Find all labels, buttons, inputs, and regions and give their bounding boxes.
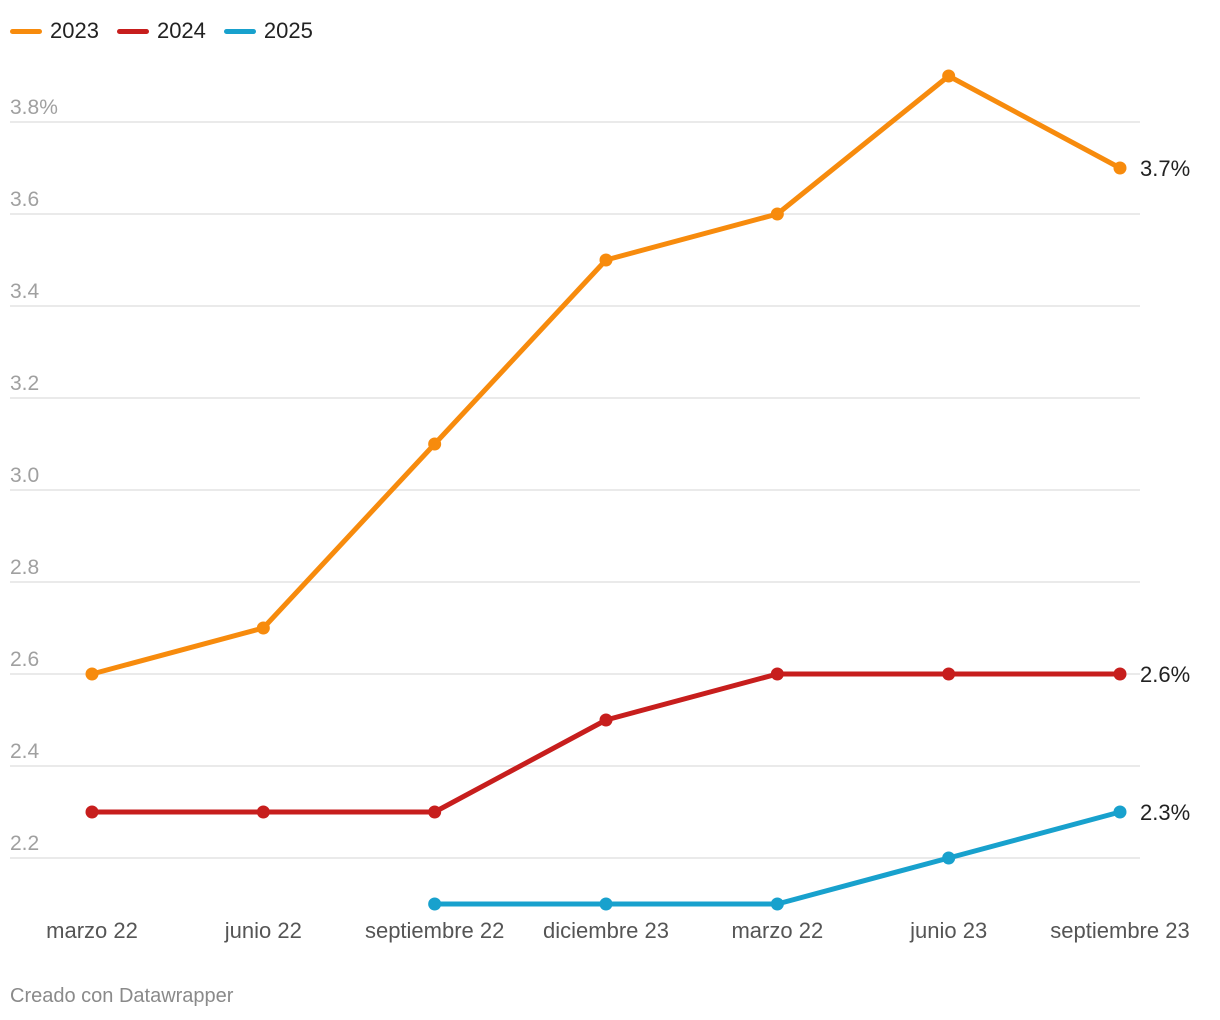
data-point-2024-0[interactable] [85,805,99,819]
data-point-2025-3[interactable] [599,897,613,911]
y-tick-label-1: 2.4 [10,740,40,763]
y-tick-label-5: 3.2 [10,372,39,395]
end-label-2025: 2.3% [1140,800,1190,825]
legend-swatch-2025 [223,28,256,34]
series-line-2023 [89,73,1123,677]
data-point-2024-6[interactable] [1113,667,1127,681]
y-tick-label-8: 3.8% [10,96,58,119]
data-point-2023-4[interactable] [770,207,784,221]
x-tick-label-5: junio 23 [909,918,987,943]
x-tick-label-1: junio 22 [224,918,302,943]
data-point-2024-5[interactable] [942,667,956,681]
data-point-2024-2[interactable] [428,805,442,819]
legend-item-2023[interactable]: 2023 [10,18,99,44]
y-tick-label-4: 3.0 [10,464,39,487]
chart-credit[interactable]: Creado con Datawrapper [10,985,234,1007]
data-point-2023-0[interactable] [85,667,99,681]
data-point-2025-4[interactable] [770,897,784,911]
data-point-2025-6[interactable] [1113,805,1127,819]
data-point-2023-5[interactable] [942,69,956,83]
end-label-2023: 3.7% [1140,156,1190,181]
legend-item-2024[interactable]: 2024 [116,18,206,44]
data-point-2023-6[interactable] [1113,161,1127,175]
data-point-2024-3[interactable] [599,713,613,727]
data-point-2025-2[interactable] [428,897,442,911]
end-label-2024: 2.6% [1140,662,1190,687]
data-point-2025-5[interactable] [942,851,956,865]
series-line-2024 [89,671,1123,815]
y-tick-label-7: 3.6 [10,188,39,211]
x-tick-label-0: marzo 22 [46,918,138,943]
legend-label-2023: 2023 [50,18,99,43]
data-point-2023-1[interactable] [256,621,270,635]
legend-swatch-2024 [116,28,149,34]
legend: 2023 2024 2025 [10,18,313,44]
data-point-2023-3[interactable] [599,253,613,267]
y-tick-label-3: 2.8 [10,556,39,579]
y-tick-label-0: 2.2 [10,832,39,855]
x-tick-label-4: marzo 22 [731,918,823,943]
data-point-2023-2[interactable] [428,437,442,451]
legend-swatch-2023 [10,28,42,34]
legend-item-2025[interactable]: 2025 [223,18,313,44]
legend-label-2025: 2025 [263,18,313,43]
x-tick-label-6: septiembre 23 [1050,918,1189,943]
x-tick-label-2: septiembre 22 [365,918,504,943]
y-tick-label-2: 2.6 [10,648,39,671]
legend-label-2024: 2024 [156,18,206,43]
data-point-2024-4[interactable] [770,667,784,681]
y-tick-label-6: 3.4 [10,280,40,303]
data-point-2024-1[interactable] [256,805,270,819]
x-tick-label-3: diciembre 23 [543,918,669,943]
